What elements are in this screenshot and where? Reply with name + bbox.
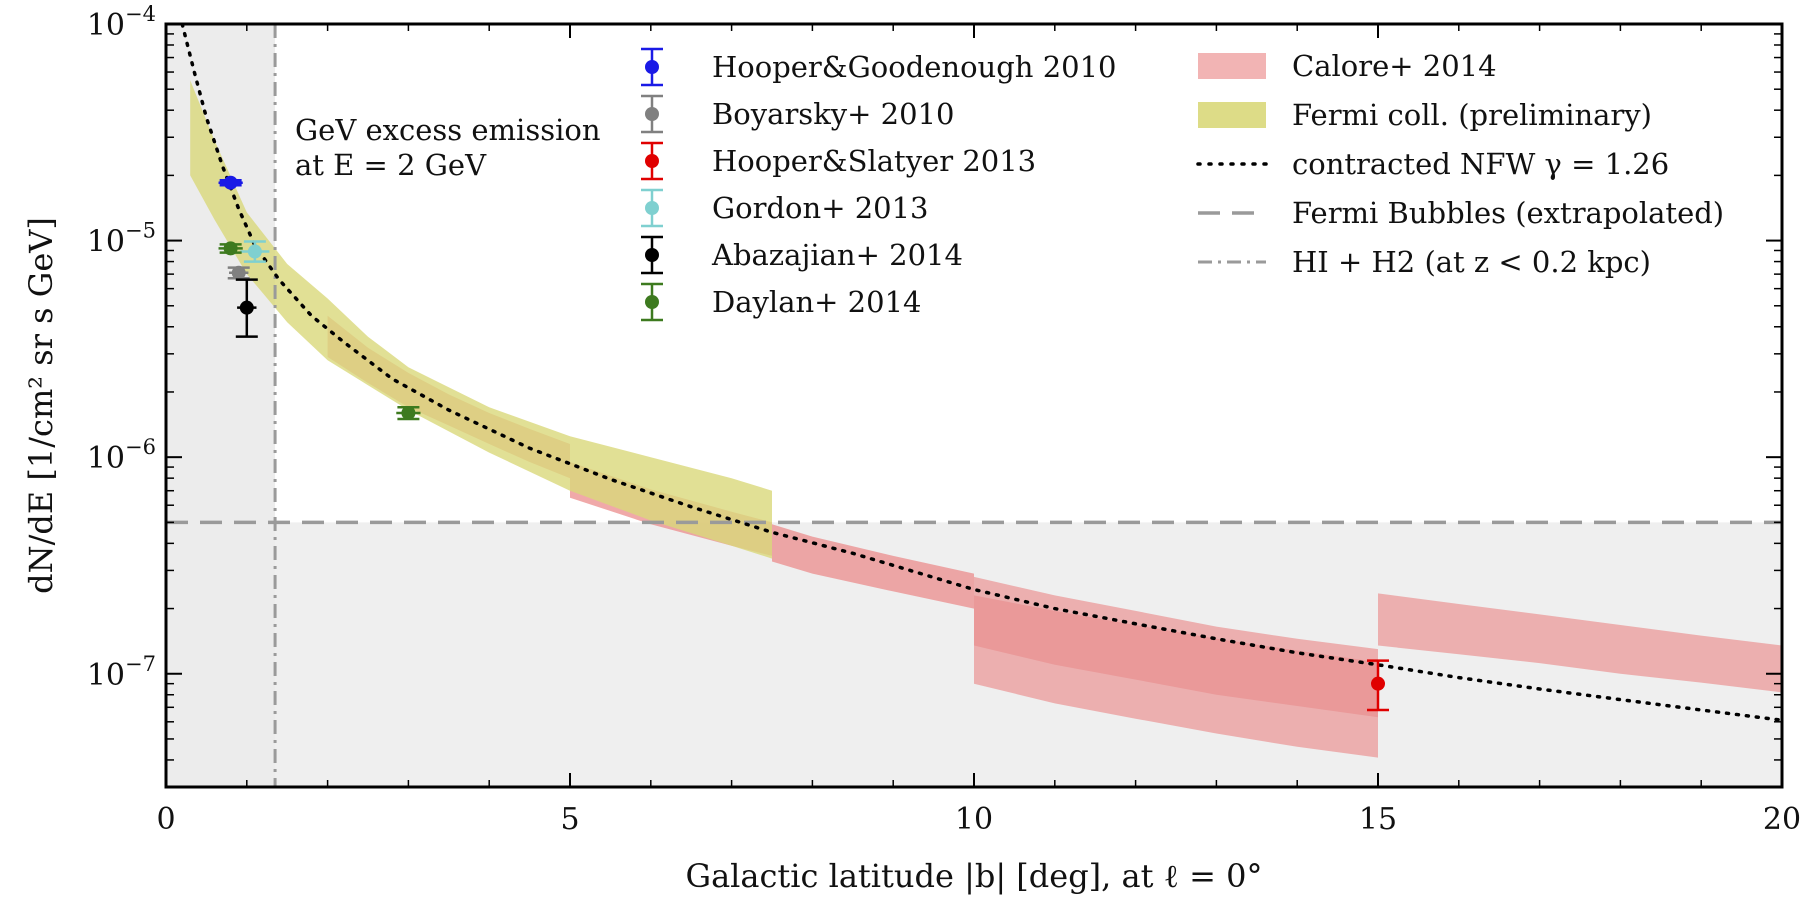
data-point-2 (1367, 659, 1389, 712)
legend-item-hi-h2: HI + H2 (at z < 0.2 kpc) (1198, 245, 1651, 279)
marker (231, 265, 246, 280)
legend-label: HI + H2 (at z < 0.2 kpc) (1292, 245, 1651, 279)
legend-marker (645, 248, 659, 262)
legend-label: Hooper&Goodenough 2010 (712, 50, 1117, 84)
data-point-3 (240, 240, 270, 263)
y-tick-label: 10−5 (87, 219, 156, 260)
fermi-coll-band-6 (190, 80, 772, 559)
data-point-0 (218, 175, 243, 190)
marker (1371, 676, 1385, 691)
x-tick-label: 20 (1763, 802, 1800, 837)
legend-label: Fermi coll. (preliminary) (1292, 98, 1652, 132)
data-point-1 (227, 265, 250, 280)
calore-band-5 (1378, 593, 1782, 693)
legend-item-fermi: Fermi coll. (preliminary) (1198, 98, 1652, 132)
legend-item-nfw: contracted NFW γ = 1.26 (1196, 147, 1669, 181)
legend-label: Gordon+ 2013 (712, 191, 929, 225)
legend-label: Calore+ 2014 (1292, 49, 1497, 83)
data-point-6 (396, 405, 421, 421)
marker (239, 300, 254, 315)
marker (401, 405, 416, 420)
nfw-curve (180, 24, 1782, 722)
data-point-5 (218, 241, 243, 256)
x-tick-label: 10 (955, 802, 993, 837)
legend-item-calore: Calore+ 2014 (1198, 49, 1497, 83)
legend-item-point-5: Daylan+ 2014 (641, 282, 922, 322)
data-point-4 (235, 278, 258, 338)
annotation-line-2: at E = 2 GeV (295, 148, 487, 182)
legend-swatch (1198, 102, 1266, 128)
legend-item-point-0: Hooper&Goodenough 2010 (641, 47, 1117, 87)
legend-item-bubbles: Fermi Bubbles (extrapolated) (1198, 196, 1724, 230)
marker (223, 241, 238, 256)
y-tick-label: 10−6 (87, 435, 156, 476)
marker (247, 244, 262, 259)
legend-marker (645, 154, 659, 168)
legend-label: Fermi Bubbles (extrapolated) (1292, 196, 1724, 230)
legend-item-point-2: Hooper&Slatyer 2013 (641, 141, 1036, 181)
legend-item-point-4: Abazajian+ 2014 (641, 235, 963, 275)
y-tick-label: 10−7 (87, 652, 156, 693)
legend-marker (645, 201, 659, 215)
legend-label: contracted NFW γ = 1.26 (1292, 147, 1669, 181)
legend-label: Boyarsky+ 2010 (712, 97, 954, 131)
x-tick-label: 15 (1359, 802, 1397, 837)
legend-swatch (1198, 53, 1266, 79)
legend-item-point-3: Gordon+ 2013 (641, 188, 929, 228)
x-axis-label: Galactic latitude |b| [deg], at ℓ = 0° (686, 857, 1263, 895)
x-tick-label: 5 (560, 802, 579, 837)
legend-label: Daylan+ 2014 (712, 285, 922, 319)
y-tick-label: 10−4 (87, 2, 156, 43)
marker (223, 175, 238, 190)
annotation-line-1: GeV excess emission (295, 113, 601, 147)
legend-item-point-1: Boyarsky+ 2010 (641, 94, 954, 134)
legend-marker (645, 60, 659, 74)
x-tick-label: 0 (156, 802, 175, 837)
y-axis-label: dN/dE [1/cm² sr s GeV] (22, 217, 60, 594)
legend-marker (645, 107, 659, 121)
legend-marker (645, 295, 659, 309)
legend-label: Hooper&Slatyer 2013 (712, 144, 1036, 178)
legend-label: Abazajian+ 2014 (711, 238, 963, 272)
calore-band-4 (974, 576, 1378, 758)
